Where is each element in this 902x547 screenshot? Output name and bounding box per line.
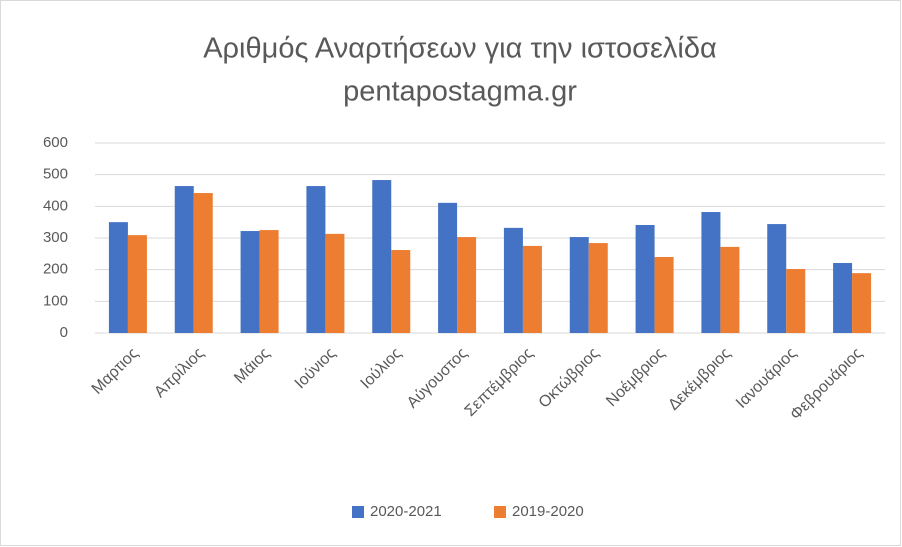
y-tick-label: 400 [43, 197, 68, 214]
bar [654, 257, 674, 333]
bar [852, 273, 872, 333]
y-tick-label: 100 [43, 292, 68, 309]
chart-subtitle: pentapostagma.gr [343, 76, 577, 108]
bar [522, 245, 542, 333]
legend-label: 2019-2020 [512, 503, 584, 520]
bar [174, 186, 194, 333]
y-tick-label: 600 [43, 134, 68, 151]
legend-swatch [494, 506, 506, 518]
bar [569, 237, 589, 333]
legend-label: 2020-2021 [370, 503, 442, 520]
bar [588, 243, 608, 333]
bar [833, 263, 853, 333]
bar [108, 222, 128, 333]
y-tick-label: 200 [43, 261, 68, 278]
bar [259, 230, 279, 333]
bar [372, 180, 392, 333]
bar [306, 186, 326, 333]
bar [701, 212, 721, 333]
bar [240, 231, 260, 333]
bar [786, 269, 806, 333]
bar [767, 224, 787, 333]
bar [720, 246, 740, 333]
chart-title: Αριθμός Αναρτήσεων για την ιστοσελίδα [203, 33, 717, 65]
y-tick-label: 500 [43, 166, 68, 183]
bar [457, 237, 477, 333]
y-tick-label: 300 [43, 229, 68, 246]
bar [325, 233, 345, 333]
bar [391, 250, 411, 333]
y-tick-label: 0 [60, 324, 68, 341]
bar [503, 227, 523, 333]
legend-swatch [352, 506, 364, 518]
bar [438, 202, 458, 333]
bar [127, 235, 147, 333]
bar [193, 193, 213, 333]
bar [635, 225, 655, 333]
